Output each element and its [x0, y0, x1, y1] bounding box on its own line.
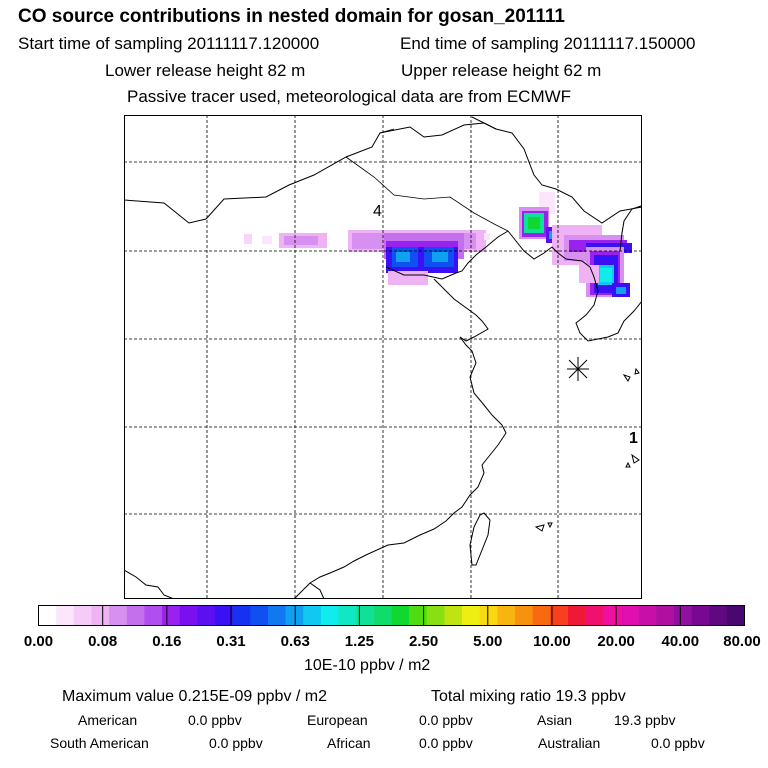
colorbar-tick-label: 0.31 — [216, 633, 246, 650]
maximum-value: Maximum value 0.215E-09 ppbv / m2 — [62, 688, 328, 705]
colorbar-tick-label: 0.00 — [23, 633, 54, 650]
colorbar-tick-label: 40.00 — [661, 633, 700, 650]
map-panel: 4 1 — [124, 115, 642, 599]
colorbar-cell — [479, 605, 498, 626]
end-time-label: End time of sampling 20111117.150000 — [400, 34, 696, 53]
colorbar-tick-label: 2.50 — [408, 633, 439, 650]
graticule — [124, 115, 642, 599]
colorbar-cell — [338, 605, 357, 626]
asian-value: 19.3 ppbv — [614, 712, 676, 728]
colorbar-cell — [673, 605, 692, 626]
concentration-plume — [244, 192, 632, 297]
coastlines — [124, 116, 642, 599]
colorbar-tick-label: 20.00 — [597, 633, 635, 650]
colorbar — [38, 605, 745, 626]
european-value: 0.0 ppbv — [419, 712, 473, 728]
african-value: 0.0 ppbv — [419, 735, 473, 751]
lower-release-height-label: Lower release height 82 m — [105, 61, 306, 80]
american-value: 0.0 ppbv — [188, 712, 242, 728]
colorbar-cell — [550, 605, 569, 626]
colorbar-cell — [656, 605, 675, 626]
total-mixing-ratio: Total mixing ratio 19.3 ppbv — [431, 688, 626, 705]
colorbar-tick-label: 1.25 — [344, 633, 375, 650]
colorbar-cell — [250, 605, 269, 626]
colorbar-cell — [109, 605, 128, 626]
colorbar-tick-label: 0.63 — [280, 633, 310, 650]
colorbar-tick-label: 80.00 — [723, 633, 761, 650]
upper-release-height-label: Upper release height 62 m — [401, 61, 602, 80]
colorbar-cell — [638, 605, 657, 626]
colorbar-cell — [462, 605, 481, 626]
colorbar-cell — [532, 605, 551, 626]
colorbar-cell — [126, 605, 145, 626]
colorbar-cell — [585, 605, 604, 626]
meteorology-note: Passive tracer used, meteorological data… — [127, 87, 572, 106]
colorbar-cell — [691, 605, 710, 626]
colorbar-cell — [215, 605, 233, 626]
receptor-asterisk-icon — [567, 357, 589, 381]
south-american-value: 0.0 ppbv — [209, 735, 263, 751]
colorbar-cell — [56, 605, 75, 626]
colorbar-cell — [267, 605, 286, 626]
colorbar-tick-label: 0.08 — [88, 633, 118, 650]
colorbar-cell — [497, 605, 516, 626]
south-american-label: South American — [50, 735, 149, 751]
european-label: European — [307, 712, 368, 728]
colorbar-cell — [73, 605, 92, 626]
map-label-1: 1 — [629, 430, 638, 447]
colorbar-cell — [391, 605, 410, 626]
colorbar-cell — [285, 605, 304, 626]
colorbar-cell — [620, 605, 639, 626]
colorbar-cell — [197, 605, 216, 626]
australian-label: Australian — [538, 735, 601, 751]
colorbar-cell — [303, 605, 322, 626]
colorbar-cell — [144, 605, 163, 626]
african-label: African — [327, 735, 371, 751]
colorbar-cell — [38, 605, 57, 626]
colorbar-tick-label: 0.16 — [152, 633, 182, 650]
colorbar-cell — [356, 605, 375, 626]
colorbar-cell — [515, 605, 533, 626]
figure-title: CO source contributions in nested domain… — [18, 6, 565, 27]
asian-label: Asian — [537, 712, 573, 728]
colorbar-cell — [162, 605, 180, 626]
american-label: American — [78, 712, 138, 728]
colorbar-tick-label: 5.00 — [473, 633, 503, 650]
colorbar-cell — [179, 605, 198, 626]
colorbar-cell — [320, 605, 339, 626]
colorbar-cell — [444, 605, 463, 626]
australian-value: 0.0 ppbv — [651, 735, 705, 751]
colorbar-cell — [91, 605, 110, 626]
colorbar-cell — [232, 605, 251, 626]
colorbar-units: 10E-10 ppbv / m2 — [304, 657, 431, 674]
colorbar-cell — [568, 605, 586, 626]
colorbar-tick-label: 10.00 — [533, 633, 571, 650]
colorbar-cell — [426, 605, 445, 626]
colorbar-cell — [726, 605, 745, 626]
map-label-4: 4 — [373, 203, 382, 220]
colorbar-cell — [373, 605, 392, 626]
colorbar-cell — [409, 605, 428, 626]
country-borders — [345, 128, 509, 232]
colorbar-cell — [603, 605, 622, 626]
map-frame — [124, 115, 642, 599]
colorbar-cell — [709, 605, 728, 626]
colorbar-frame — [38, 605, 745, 626]
start-time-label: Start time of sampling 20111117.120000 — [18, 34, 320, 53]
